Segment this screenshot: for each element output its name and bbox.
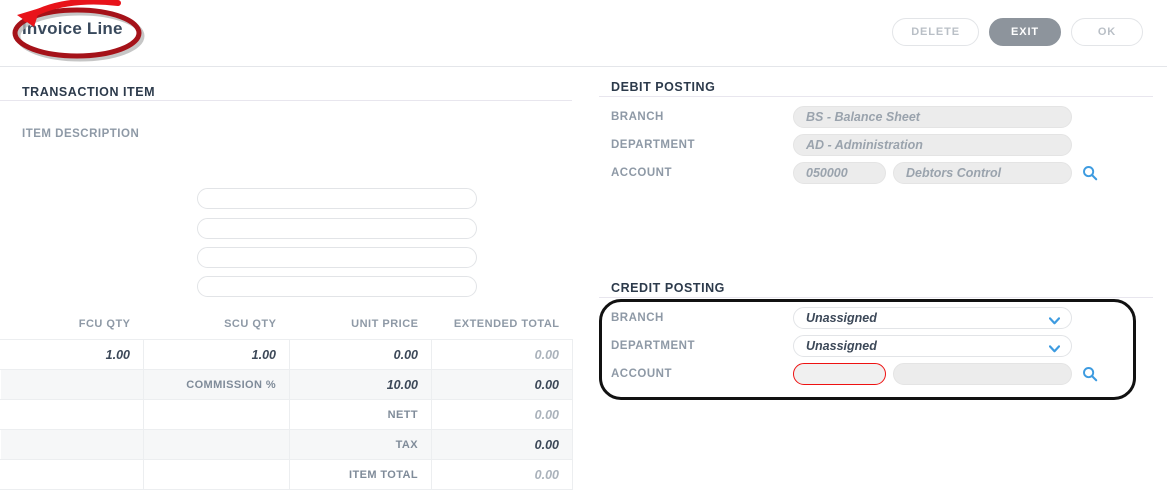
cell-blank — [0, 429, 144, 460]
cell-fcu-qty[interactable]: 1.00 — [0, 339, 144, 370]
table-row: COMMISSION % 10.00 0.00 — [0, 369, 573, 400]
credit-posting-section-title: CREDIT POSTING — [611, 281, 725, 295]
table-row: NETT 0.00 — [0, 399, 573, 430]
table-row: 1.00 1.00 0.00 0.00 — [0, 339, 573, 370]
cell-blank — [0, 459, 144, 490]
credit-branch-select[interactable]: Unassigned — [793, 307, 1072, 329]
amounts-table: FCU QTY SCU QTY UNIT PRICE EXTENDED TOTA… — [0, 318, 573, 490]
item-description-label: ITEM DESCRIPTION — [22, 128, 140, 140]
transaction-item-panel: TRANSACTION ITEM ITEM DESCRIPTION FCU QT… — [0, 66, 586, 490]
debit-posting-divider — [599, 96, 1153, 97]
header-divider — [0, 66, 1167, 67]
cell-item-total-label: ITEM TOTAL — [289, 459, 432, 490]
table-row: ITEM TOTAL 0.00 — [0, 459, 573, 490]
transaction-item-section-title: TRANSACTION ITEM — [22, 85, 156, 99]
debit-account-name: Debtors Control — [893, 162, 1072, 184]
page-title: Invoice Line — [22, 19, 123, 38]
credit-account-code-input[interactable] — [793, 363, 886, 385]
credit-account-label: ACCOUNT — [611, 368, 672, 380]
cell-tax-label: TAX — [289, 429, 432, 460]
cell-scu-qty[interactable]: 1.00 — [143, 339, 290, 370]
debit-account-label: ACCOUNT — [611, 167, 672, 179]
item-description-input-3[interactable] — [197, 247, 477, 268]
credit-department-label: DEPARTMENT — [611, 340, 696, 352]
transaction-item-divider — [0, 100, 572, 101]
credit-posting-divider — [599, 297, 1153, 298]
cell-commission-value[interactable]: 10.00 — [289, 369, 432, 400]
item-description-input-4[interactable] — [197, 276, 477, 297]
debit-account-code: 050000 — [793, 162, 886, 184]
ok-button[interactable]: OK — [1071, 18, 1143, 46]
dialog-header: Invoice Line DELETE EXIT OK — [0, 0, 1167, 66]
cell-extended-total: 0.00 — [431, 339, 573, 370]
exit-button[interactable]: EXIT — [989, 18, 1061, 46]
table-row: TAX 0.00 — [0, 429, 573, 460]
credit-account-name — [893, 363, 1072, 385]
cell-item-total-value: 0.00 — [431, 459, 573, 490]
item-description-input-1[interactable] — [197, 188, 477, 209]
cell-nett-label: NETT — [289, 399, 432, 430]
table-header-row: FCU QTY SCU QTY UNIT PRICE EXTENDED TOTA… — [0, 318, 573, 340]
cell-nett-value: 0.00 — [431, 399, 573, 430]
column-header-scu-qty: SCU QTY — [143, 318, 290, 340]
column-header-fcu-qty: FCU QTY — [0, 318, 144, 340]
search-icon[interactable] — [1082, 366, 1098, 382]
cell-tax-value: 0.00 — [431, 429, 573, 460]
cell-blank — [0, 369, 144, 400]
item-description-input-2[interactable] — [197, 218, 477, 239]
column-header-unit-price: UNIT PRICE — [289, 318, 432, 340]
debit-department-label: DEPARTMENT — [611, 139, 696, 151]
cell-commission-total: 0.00 — [431, 369, 573, 400]
debit-posting-section-title: DEBIT POSTING — [611, 80, 716, 94]
cell-blank — [143, 429, 290, 460]
chevron-down-icon — [1048, 342, 1061, 353]
posting-panel: DEBIT POSTING BRANCH BS - Balance Sheet … — [586, 66, 1167, 469]
cell-blank — [143, 399, 290, 430]
chevron-down-icon — [1048, 314, 1061, 325]
column-header-extended-total: EXTENDED TOTAL — [431, 318, 573, 340]
search-icon[interactable] — [1082, 165, 1098, 181]
credit-department-select[interactable]: Unassigned — [793, 335, 1072, 357]
cell-blank — [0, 399, 144, 430]
header-button-row: DELETE EXIT OK — [892, 18, 1143, 46]
debit-branch-label: BRANCH — [611, 111, 664, 123]
debit-branch-value: BS - Balance Sheet — [793, 106, 1072, 128]
debit-department-value: AD - Administration — [793, 134, 1072, 156]
cell-commission-label: COMMISSION % — [143, 369, 290, 400]
cell-blank — [143, 459, 290, 490]
credit-branch-label: BRANCH — [611, 312, 664, 324]
delete-button[interactable]: DELETE — [892, 18, 979, 46]
cell-unit-price[interactable]: 0.00 — [289, 339, 432, 370]
